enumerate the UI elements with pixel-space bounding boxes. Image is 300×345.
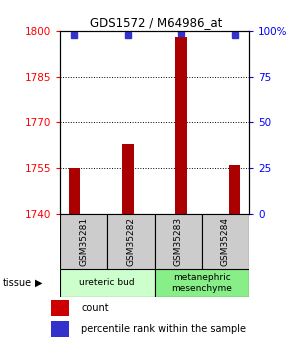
Text: metanephric
mesenchyme: metanephric mesenchyme bbox=[171, 273, 232, 293]
Text: percentile rank within the sample: percentile rank within the sample bbox=[81, 324, 246, 334]
Text: GSM35281: GSM35281 bbox=[79, 217, 88, 266]
Bar bbox=[202, 214, 249, 269]
Bar bbox=[122, 144, 134, 214]
Bar bbox=[229, 165, 240, 214]
Bar bbox=[175, 37, 187, 214]
Bar bbox=[154, 214, 202, 269]
Text: GSM35283: GSM35283 bbox=[174, 217, 183, 266]
Bar bbox=[69, 168, 80, 214]
Bar bbox=[60, 214, 107, 269]
Text: ureteric bud: ureteric bud bbox=[80, 278, 135, 287]
Bar bbox=[51, 300, 69, 316]
Text: ▶: ▶ bbox=[35, 278, 43, 288]
Bar bbox=[51, 322, 69, 337]
Bar bbox=[60, 269, 154, 297]
Bar bbox=[107, 214, 154, 269]
Text: tissue: tissue bbox=[3, 278, 32, 288]
Text: GDS1572 / M64986_at: GDS1572 / M64986_at bbox=[90, 16, 222, 29]
Bar bbox=[154, 269, 249, 297]
Text: count: count bbox=[81, 303, 109, 313]
Text: GSM35284: GSM35284 bbox=[221, 217, 230, 266]
Text: GSM35282: GSM35282 bbox=[126, 217, 135, 266]
